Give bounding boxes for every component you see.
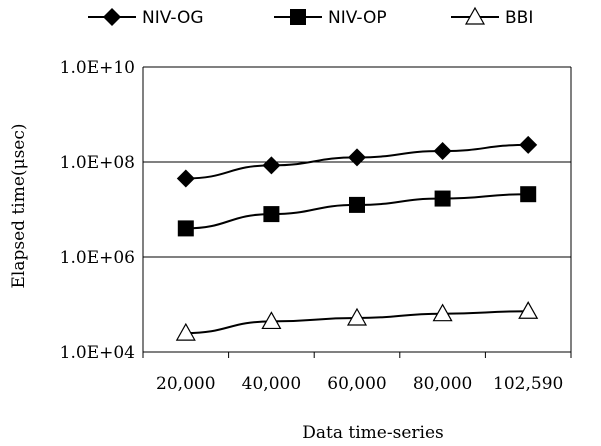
series-bbi bbox=[175, 301, 539, 341]
y-tick-label: 1.0E+04 bbox=[60, 343, 135, 363]
data-point-niv-op bbox=[263, 206, 280, 223]
y-tick-label: 1.0E+08 bbox=[60, 153, 135, 173]
legend-item-bbi: BBI bbox=[451, 6, 533, 28]
y-tick-labels: 1.0E+04 1.0E+06 1.0E+08 1.0E+10 bbox=[60, 58, 135, 363]
x-tick-label: 40,000 bbox=[242, 374, 301, 394]
y-tick-label: 1.0E+06 bbox=[60, 248, 135, 268]
legend-marker bbox=[103, 8, 121, 26]
legend-label: BBI bbox=[505, 8, 533, 28]
data-point-bbi bbox=[432, 303, 453, 322]
legend-item-niv-op: NIV-OP bbox=[274, 8, 387, 28]
x-axis-title: Data time-series bbox=[302, 423, 443, 443]
data-point-bbi bbox=[175, 322, 196, 341]
data-point-bbi bbox=[261, 311, 282, 330]
data-point-niv-op bbox=[520, 186, 537, 203]
data-point-niv-og bbox=[348, 148, 366, 167]
axes bbox=[142, 67, 572, 358]
x-tick-label: 20,000 bbox=[156, 374, 215, 394]
legend-label: NIV-OP bbox=[328, 8, 387, 28]
legend-label: NIV-OG bbox=[142, 8, 204, 28]
data-point-niv-op bbox=[434, 190, 451, 207]
series-layer bbox=[175, 135, 539, 341]
x-tick-label: 60,000 bbox=[327, 374, 386, 394]
x-tick-labels: 20,000 40,000 60,000 80,000 102,590 bbox=[156, 374, 563, 394]
x-tick-label: 80,000 bbox=[413, 374, 472, 394]
data-point-niv-op bbox=[177, 220, 194, 237]
legend-marker bbox=[290, 9, 306, 25]
data-point-niv-og bbox=[176, 169, 195, 188]
data-point-bbi bbox=[518, 301, 539, 319]
x-tick-label: 102,590 bbox=[493, 374, 563, 394]
series-niv-og bbox=[176, 135, 538, 188]
series-niv-op bbox=[177, 186, 537, 237]
data-point-niv-og bbox=[262, 156, 281, 175]
data-point-niv-og bbox=[433, 142, 452, 161]
data-point-niv-op bbox=[349, 196, 365, 213]
legend-marker bbox=[464, 6, 486, 25]
y-tick-label: 1.0E+10 bbox=[60, 58, 135, 78]
legend-item-niv-og: NIV-OG bbox=[88, 8, 204, 28]
legend: NIV-OG NIV-OP BBI bbox=[88, 6, 533, 28]
data-point-niv-og bbox=[519, 135, 538, 154]
data-point-bbi bbox=[346, 307, 368, 326]
y-axis-title: Elapsed time(μsec) bbox=[9, 123, 29, 288]
